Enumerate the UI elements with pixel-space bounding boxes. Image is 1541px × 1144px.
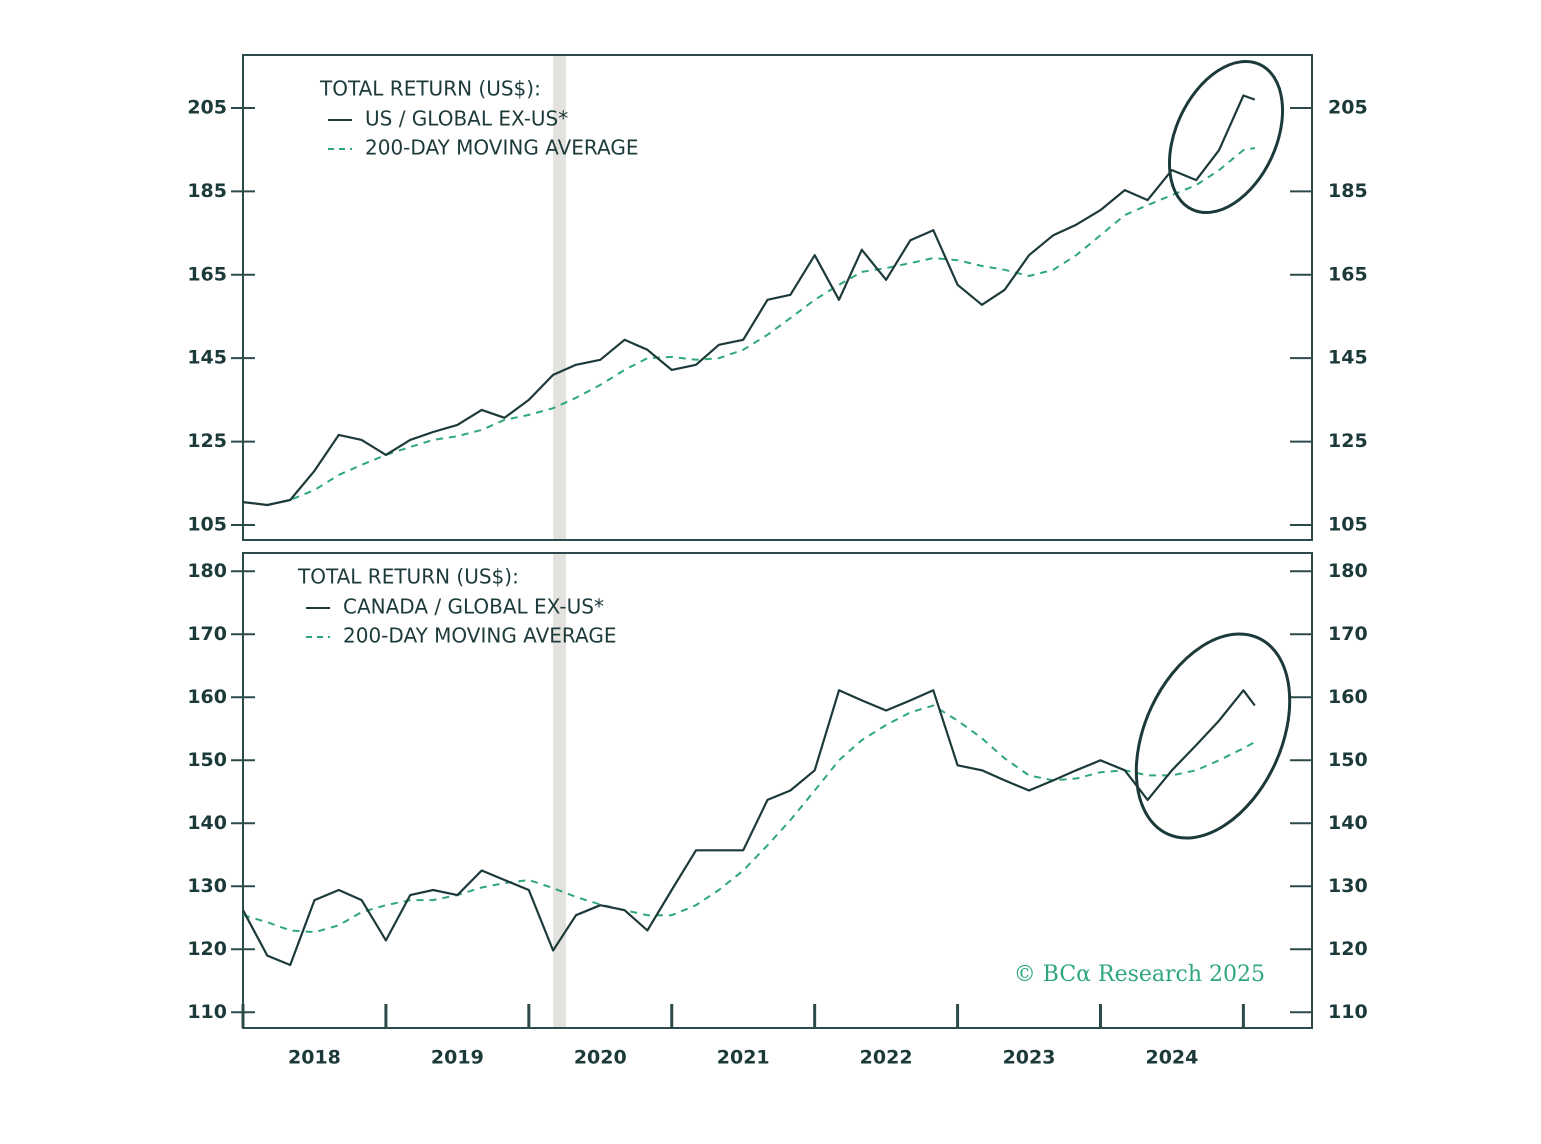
y2-tick-label: 110: [1328, 1001, 1368, 1023]
legend-label: 200-DAY MOVING AVERAGE: [365, 136, 638, 160]
y-tick-label: 185: [187, 180, 227, 202]
credit: © BCα Research 2025: [1014, 962, 1265, 987]
y-tick-label: 145: [187, 347, 227, 369]
y-tick-label: 105: [187, 513, 227, 535]
data-line: [242, 704, 1256, 934]
y-tick-label: 140: [187, 812, 227, 834]
shaded-region: [553, 553, 566, 1028]
panel: 105 105 125 125 145 145 165 165 185 185 205 205 TOTA…: [187, 54, 1368, 541]
shaded-region: [553, 55, 566, 540]
legend-title: TOTAL RETURN (US$):: [297, 565, 519, 589]
y2-tick-label: 185: [1328, 180, 1368, 202]
x-tick-label: 2021: [717, 1047, 770, 1069]
y-tick-label: 150: [187, 749, 227, 771]
y-tick-label: 205: [187, 96, 227, 118]
x-tick-label: 2018: [288, 1047, 341, 1069]
data-line: [242, 94, 1256, 507]
y2-tick-label: 125: [1328, 430, 1368, 452]
y2-tick-label: 145: [1328, 347, 1368, 369]
x-tick-label: 2023: [1003, 1047, 1056, 1069]
highlight-ellipse: [1167, 59, 1285, 215]
y2-tick-label: 105: [1328, 513, 1368, 535]
y2-tick-label: 180: [1328, 560, 1368, 582]
y2-tick-label: 170: [1328, 623, 1368, 645]
y-tick-label: 165: [187, 263, 227, 285]
x-tick-label: 2024: [1145, 1047, 1198, 1069]
y2-tick-label: 160: [1328, 686, 1368, 708]
legend-title: TOTAL RETURN (US$):: [319, 77, 541, 101]
y2-tick-label: 140: [1328, 812, 1368, 834]
y-tick-label: 180: [187, 560, 227, 582]
y2-tick-label: 150: [1328, 749, 1368, 771]
y-tick-label: 110: [187, 1001, 227, 1023]
plots: 105 105 125 125 145 145 165 165 185 185 205 205 TOTA…: [187, 54, 1368, 1069]
y-tick-label: 160: [187, 686, 227, 708]
legend-label: 200-DAY MOVING AVERAGE: [343, 624, 616, 648]
y2-tick-label: 130: [1328, 875, 1368, 897]
highlight-ellipse: [1134, 632, 1292, 840]
panel: 110 110 120 120 130 130 140 140 150 150 160 160 170 1…: [187, 552, 1368, 1069]
data-line: [267, 147, 1255, 506]
plot-frame: [242, 552, 1313, 1029]
y2-tick-label: 205: [1328, 96, 1368, 118]
y-tick-label: 125: [187, 430, 227, 452]
x-tick-label: 2020: [574, 1047, 627, 1069]
y-tick-label: 120: [187, 938, 227, 960]
legend-label: US / GLOBAL EX-US*: [365, 107, 568, 131]
legend-label: CANADA / GLOBAL EX-US*: [343, 595, 604, 619]
y2-tick-label: 120: [1328, 938, 1368, 960]
x-tick-label: 2019: [431, 1047, 484, 1069]
plot-frame: [242, 54, 1313, 541]
x-tick-label: 2022: [860, 1047, 913, 1069]
y2-tick-label: 165: [1328, 263, 1368, 285]
y-tick-label: 130: [187, 875, 227, 897]
data-line: [242, 689, 1256, 967]
y-tick-label: 170: [187, 623, 227, 645]
